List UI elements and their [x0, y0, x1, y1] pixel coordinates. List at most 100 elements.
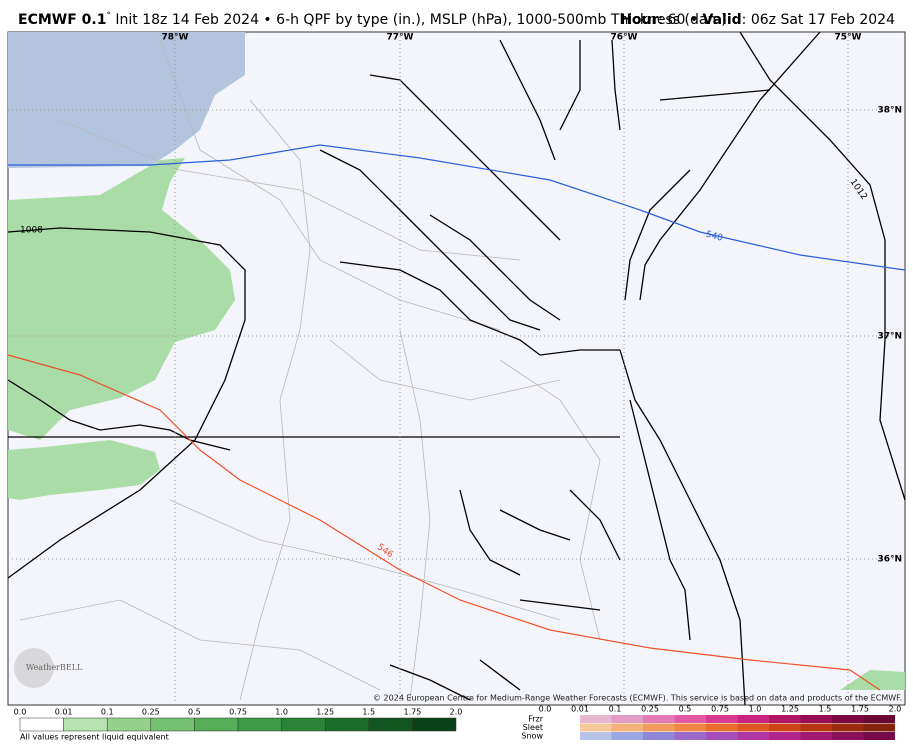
legend-type: Snow: [521, 732, 543, 741]
legend-swatch: [737, 715, 769, 723]
graticule: [8, 32, 905, 705]
legend-swatch: [769, 723, 801, 732]
legend-tick: 1.5: [362, 708, 375, 717]
legend-swatch: [194, 717, 239, 732]
legend-swatch: [800, 723, 832, 732]
legend-swatch: [237, 717, 282, 732]
legend-swatch: [674, 715, 706, 723]
valid-label: Valid: [703, 12, 742, 28]
copyright: © 2024 European Centre for Medium-Range …: [373, 694, 902, 703]
legend-tick: 1.75: [403, 708, 421, 717]
legend-swatch: [368, 717, 413, 732]
legend-swatch: [643, 732, 675, 740]
legend-tick: 1.5: [819, 705, 832, 714]
lon-label: 77°W: [387, 33, 414, 43]
lat-label: 36°N: [877, 555, 902, 565]
legend-swatch: [832, 723, 864, 732]
legend-tick: 1.25: [316, 708, 334, 717]
legend-swatch: [800, 715, 832, 723]
legend-swatch: [800, 732, 832, 740]
logo-mark: [14, 648, 54, 688]
legend-swatch: [611, 715, 643, 723]
legend-tick: 1.0: [275, 708, 288, 717]
legend-swatch: [863, 723, 895, 732]
hour: : 60 •: [658, 12, 702, 28]
legend-swatch: [63, 717, 108, 732]
water: [8, 32, 245, 168]
legend-swatch: [769, 732, 801, 740]
lon-label: 75°W: [835, 33, 862, 43]
legend-tick: 0.1: [101, 708, 114, 717]
county-lines: [19, 39, 601, 701]
legend-swatch: [580, 732, 612, 740]
hour-label: Hour: [620, 12, 658, 28]
rain-area: [8, 440, 160, 500]
coastline: [7, 31, 821, 706]
legend-tick: 0.5: [679, 705, 692, 714]
legend-swatch: [674, 723, 706, 732]
lon-label: 78°W: [162, 33, 189, 43]
legend-note: All values represent liquid equivalent: [20, 733, 169, 742]
legend-tick: 0.1: [609, 705, 622, 714]
legend-swatch: [863, 732, 895, 740]
contour-label: 1008: [20, 226, 43, 236]
contour-label: 540: [705, 230, 724, 244]
rain-area: [840, 670, 905, 690]
legend-tick: 0.75: [229, 708, 247, 717]
mslp-contour: [7, 227, 246, 579]
legend-tick: 0.01: [571, 705, 589, 714]
description: Init 18z 14 Feb 2024 • 6-h QPF by type (…: [111, 12, 727, 28]
valid-time: Hour: 60 • Valid: 06z Sat 17 Feb 2024: [620, 12, 895, 28]
legend-tick: 1.75: [851, 705, 869, 714]
legend-swatch: [580, 715, 612, 723]
legend-tick: 0.25: [641, 705, 659, 714]
lat-label: 37°N: [877, 332, 902, 342]
map: 78°W 77°W 76°W 75°W 38°N 37°N 36°N 1008 …: [7, 31, 906, 706]
legend-tick: 0.0: [14, 708, 27, 717]
legend-tick: 1.25: [781, 705, 799, 714]
legend-type: Sleet: [523, 723, 543, 732]
legend: All values represent liquid equivalent 0…: [14, 705, 902, 742]
legend-swatch: [281, 717, 326, 732]
legend-swatch: [706, 715, 738, 723]
legend-swatch: [832, 732, 864, 740]
legend-swatch: [737, 732, 769, 740]
legend-swatch: [832, 715, 864, 723]
lat-label: 38°N: [877, 106, 902, 116]
model: ECMWF 0.1: [18, 12, 106, 28]
legend-swatch: [737, 723, 769, 732]
thickness-contour: [7, 354, 881, 691]
legend-tick: 2.0: [450, 708, 463, 717]
valid: : 06z Sat 17 Feb 2024: [742, 12, 895, 28]
legend-swatch: [643, 715, 675, 723]
legend-swatch: [106, 717, 152, 732]
legend-swatch: [863, 715, 895, 723]
legend-tick: 0.5: [188, 708, 201, 717]
legend-swatch: [324, 717, 370, 732]
legend-tick: 0.75: [711, 705, 729, 714]
legend-swatch: [674, 732, 706, 740]
legend-swatch: [643, 723, 675, 732]
legend-type: Frzr: [528, 715, 544, 724]
thickness-contour: [8, 144, 906, 271]
mslp-contour: [739, 31, 906, 501]
logo: WeatherBELL: [26, 663, 83, 672]
legend-tick: 0.0: [539, 705, 552, 714]
legend-swatch: [706, 732, 738, 740]
legend-tick: 0.25: [142, 708, 160, 717]
legend-tick: 0.01: [55, 708, 73, 717]
title: ECMWF 0.1° Init 18z 14 Feb 2024 • 6-h QP…: [18, 11, 727, 29]
legend-swatch: [412, 717, 457, 732]
legend-swatch: [611, 723, 643, 732]
legend-swatch: [611, 732, 643, 740]
legend-swatch: [19, 717, 64, 732]
legend-swatch: [150, 717, 195, 732]
legend-swatch: [706, 723, 738, 732]
legend-tick: 2.0: [889, 705, 902, 714]
legend-tick: 1.0: [749, 705, 762, 714]
lon-label: 76°W: [611, 33, 638, 43]
legend-swatch: [580, 723, 612, 732]
legend-swatch: [769, 715, 801, 723]
degree: °: [106, 11, 111, 21]
